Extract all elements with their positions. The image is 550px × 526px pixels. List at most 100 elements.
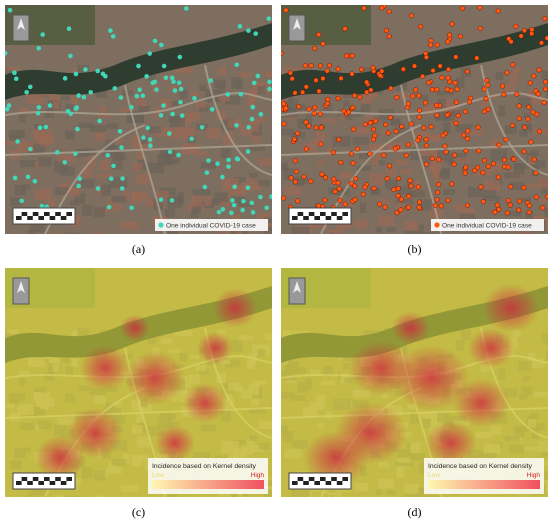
city-block <box>230 214 241 223</box>
city-block <box>442 122 451 134</box>
case-point <box>176 152 181 158</box>
case-point <box>317 63 323 69</box>
city-block <box>354 220 368 229</box>
case-point <box>444 112 450 118</box>
city-block <box>34 387 47 395</box>
case-point <box>258 194 263 200</box>
city-block <box>222 135 234 146</box>
case-point <box>434 112 440 118</box>
legend-box <box>431 219 544 231</box>
case-point <box>350 105 356 111</box>
city-block <box>357 165 371 171</box>
case-point <box>495 8 501 14</box>
case-point <box>464 69 470 75</box>
city-block <box>59 166 75 176</box>
city-block <box>424 495 441 497</box>
city-block <box>352 126 371 135</box>
case-point <box>281 195 286 201</box>
city-block <box>27 492 35 497</box>
city-block <box>410 179 421 192</box>
case-point <box>477 5 483 11</box>
city-block <box>458 208 476 218</box>
city-block <box>352 389 371 398</box>
city-block <box>449 496 467 497</box>
city-block <box>81 204 93 216</box>
case-point <box>382 204 388 210</box>
case-point <box>449 21 455 27</box>
case-point <box>537 128 543 134</box>
city-block <box>489 426 502 435</box>
city-block <box>27 406 46 418</box>
city-block <box>509 74 518 85</box>
case-point <box>326 62 332 68</box>
density-hotspot <box>425 421 477 465</box>
city-block <box>52 363 60 373</box>
case-point <box>110 34 116 39</box>
city-block <box>158 98 172 109</box>
case-point <box>192 95 197 101</box>
city-block <box>484 187 501 192</box>
city-block <box>174 388 188 396</box>
city-block <box>340 372 349 384</box>
case-point <box>501 91 507 97</box>
case-point <box>437 63 443 69</box>
city-block <box>147 426 165 437</box>
city-block <box>78 122 93 129</box>
case-point <box>405 142 411 148</box>
case-point <box>231 202 237 208</box>
case-point <box>108 28 113 33</box>
city-block <box>8 392 26 402</box>
city-block <box>315 131 326 143</box>
city-block <box>27 229 35 234</box>
city-block <box>406 140 416 147</box>
case-point <box>283 105 289 111</box>
city-block <box>545 334 548 347</box>
city-block <box>14 447 26 459</box>
city-block <box>281 128 295 136</box>
case-point <box>320 75 326 81</box>
case-point <box>320 41 326 47</box>
case-point <box>435 189 441 195</box>
city-block <box>147 163 165 174</box>
city-block <box>111 459 127 466</box>
city-block <box>513 427 525 438</box>
case-point <box>357 94 363 100</box>
city-block <box>451 110 462 117</box>
case-point <box>531 73 537 79</box>
scale-bar-cell <box>66 477 72 481</box>
city-block <box>441 99 453 110</box>
scale-bar-cell <box>331 477 337 481</box>
city-block <box>120 108 134 113</box>
city-block <box>332 398 351 410</box>
case-point <box>129 205 134 211</box>
city-block <box>5 68 12 77</box>
scale-bar-cell <box>38 216 44 220</box>
case-point <box>322 197 328 203</box>
case-point <box>534 111 540 117</box>
case-point <box>81 94 87 100</box>
case-point <box>544 35 548 41</box>
city-block <box>188 374 200 384</box>
city-block <box>414 130 431 139</box>
city-block <box>249 172 258 179</box>
city-block <box>332 135 351 147</box>
city-block <box>257 86 266 94</box>
city-block <box>467 449 484 461</box>
case-point <box>386 33 392 39</box>
city-block <box>195 102 207 109</box>
map-panel: Incidence based on Kernel density Low High <box>281 268 548 497</box>
city-block <box>449 233 467 234</box>
case-point <box>482 158 488 164</box>
panel-caption: (c) <box>131 505 146 519</box>
city-block <box>538 178 548 190</box>
city-block <box>449 153 466 162</box>
north-arrow-icon <box>293 18 301 30</box>
city-block <box>132 425 143 434</box>
city-block <box>455 77 465 88</box>
city-block <box>281 391 295 399</box>
case-point <box>494 202 500 208</box>
city-block <box>19 377 26 386</box>
city-block <box>92 495 107 497</box>
case-point <box>384 176 390 182</box>
north-arrow-icon <box>17 18 25 30</box>
